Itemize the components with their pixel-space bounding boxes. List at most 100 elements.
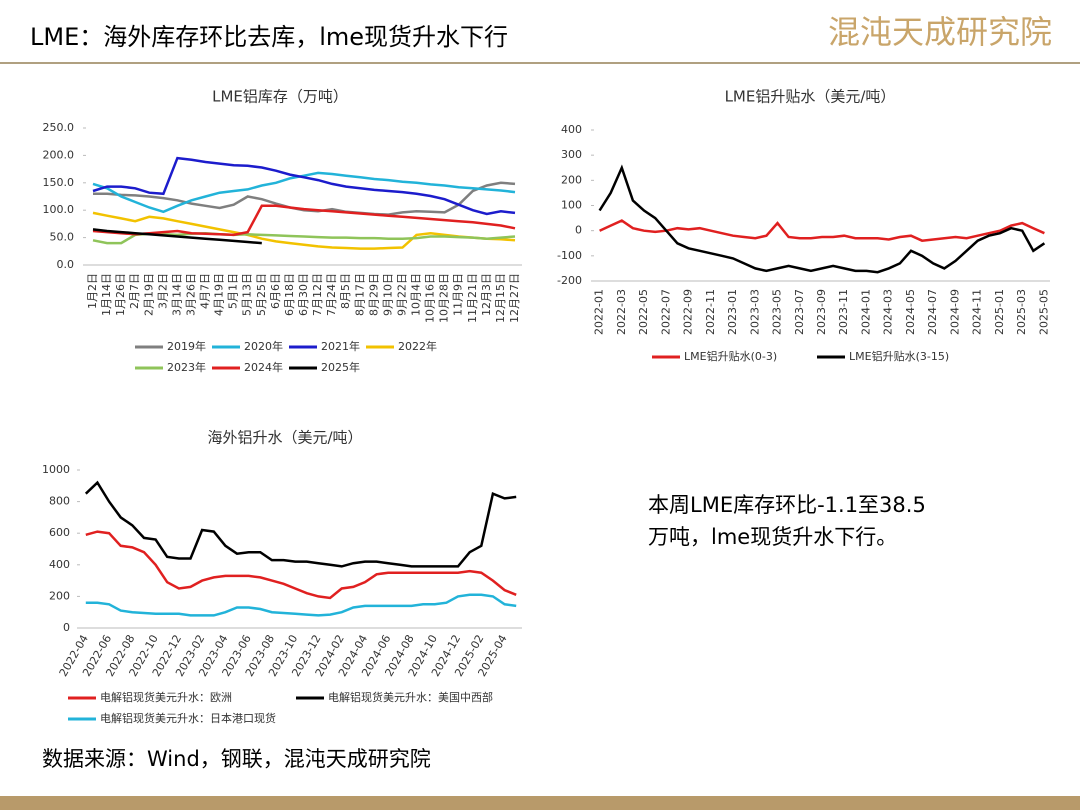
x-tick-label: 2025-05	[1037, 289, 1050, 335]
series-line	[599, 219, 1045, 242]
series-line	[92, 156, 516, 216]
series-line	[92, 204, 516, 237]
x-tick-label: 6月18日	[283, 273, 296, 316]
y-tick-label: 150.0	[43, 176, 75, 189]
legend-label: 电解铝现货美元升水：欧洲	[100, 690, 232, 704]
y-tick-label: 300	[561, 148, 582, 161]
x-tick-label: 8月29日	[367, 273, 380, 316]
y-tick-label: 0.0	[57, 258, 75, 271]
source: 数据来源：Wind，钢联，混沌天成研究院	[42, 747, 431, 771]
y-tick-label: 200	[561, 173, 582, 186]
x-tick-label: 12月3日	[480, 273, 493, 316]
x-tick-label: 2024-05	[904, 289, 917, 335]
legend-label: LME铝升贴水(0-3)	[684, 349, 777, 363]
x-tick-label: 6月30日	[297, 273, 310, 316]
series-line	[85, 593, 517, 617]
series-line	[92, 228, 262, 245]
y-tick-label: -200	[557, 274, 582, 287]
series-line	[85, 530, 517, 600]
x-tick-label: 4月19日	[213, 273, 226, 316]
series-line	[92, 171, 516, 214]
x-tick-label: 10月4日	[410, 273, 423, 316]
x-tick-label: 2022-03	[615, 289, 628, 335]
x-tick-label: 2月7日	[128, 273, 141, 309]
x-tick-label: 10月28日	[438, 273, 451, 323]
x-tick-label: 6月6日	[269, 273, 282, 309]
x-tick-label: 8月5日	[339, 273, 352, 309]
x-tick-label: 2022-07	[659, 289, 672, 335]
x-tick-label: 4月7日	[199, 273, 212, 309]
x-tick-label: 2025-03	[1015, 289, 1028, 335]
y-tick-label: 250.0	[43, 121, 75, 134]
series-line	[84, 480, 517, 568]
y-tick-label: 800	[49, 495, 70, 508]
x-tick-label: 7月12日	[311, 273, 324, 316]
legend-label: LME铝升贴水(3-15)	[849, 349, 949, 363]
y-tick-label: 600	[49, 526, 70, 539]
chart-title: LME铝升贴水（美元/吨）	[725, 88, 896, 106]
legend-label: 2022年	[398, 339, 437, 353]
x-tick-label: 3月26日	[184, 273, 197, 316]
x-tick-label: 2023-11	[837, 289, 850, 335]
x-tick-label: 2023-03	[748, 289, 761, 335]
legend-label: 2019年	[167, 339, 206, 353]
x-tick-label: 2025-01	[993, 289, 1006, 335]
legend-label: 2023年	[167, 360, 206, 374]
logo: 混沌天成研究院	[828, 13, 1052, 51]
legend-label: 2024年	[244, 360, 283, 374]
x-tick-label: 3月14日	[170, 273, 183, 316]
x-tick-label: 10月16日	[424, 273, 437, 323]
y-tick-label: 50.0	[50, 231, 75, 244]
x-tick-label: 7月24日	[325, 273, 338, 316]
footer-bar	[0, 796, 1080, 810]
x-tick-label: 2月19日	[142, 273, 155, 316]
x-tick-label: 9月22日	[395, 273, 408, 316]
y-tick-label: 0	[63, 621, 70, 634]
x-tick-label: 2023-09	[815, 289, 828, 335]
x-tick-label: 5月13日	[241, 273, 254, 316]
y-tick-label: -100	[557, 249, 582, 262]
series-line	[92, 211, 516, 250]
x-tick-label: 2023-01	[726, 289, 739, 335]
x-tick-label: 5月1日	[227, 273, 240, 309]
x-tick-label: 2022-09	[682, 289, 695, 335]
y-tick-label: 200.0	[43, 148, 75, 161]
y-tick-label: 400	[49, 558, 70, 571]
y-tick-label: 100	[561, 199, 582, 212]
x-tick-label: 1月26日	[114, 273, 127, 316]
slide-title: LME：海外库存环比去库，lme现货升水下行	[30, 23, 508, 51]
y-tick-label: 400	[561, 123, 582, 136]
x-tick-label: 8月17日	[353, 273, 366, 316]
legend-label: 2025年	[321, 360, 360, 374]
x-tick-label: 11月9日	[452, 273, 465, 316]
x-tick-label: 9月10日	[381, 273, 394, 316]
chart-title: 海外铝升水（美元/吨）	[207, 429, 362, 447]
y-tick-label: 200	[49, 589, 70, 602]
x-tick-label: 2024-03	[882, 289, 895, 335]
x-tick-label: 12月15日	[494, 273, 507, 323]
x-tick-label: 3月2日	[156, 273, 169, 309]
y-tick-label: 1000	[42, 463, 70, 476]
x-tick-label: 2024-11	[971, 289, 984, 335]
x-tick-label: 2022-11	[704, 289, 717, 335]
x-tick-label: 2023-07	[793, 289, 806, 335]
x-tick-label: 2022-05	[637, 289, 650, 335]
chart-title: LME铝库存（万吨）	[212, 88, 348, 106]
x-tick-label: 2024-07	[926, 289, 939, 335]
x-tick-label: 2024-01	[859, 289, 872, 335]
x-tick-label: 2024-09	[948, 289, 961, 335]
x-tick-label: 12月27日	[508, 273, 521, 323]
y-tick-label: 0	[575, 224, 582, 237]
x-tick-label: 5月25日	[255, 273, 268, 316]
x-tick-label: 2022-01	[593, 289, 606, 335]
x-tick-label: 11月21日	[466, 273, 479, 323]
legend-label: 电解铝现货美元升水：日本港口现货	[100, 711, 276, 725]
commentary: 本周LME库存环比-1.1至38.5 万吨，lme现货升水下行。	[648, 493, 926, 549]
legend-label: 2020年	[244, 339, 283, 353]
x-tick-label: 1月2日	[86, 273, 99, 309]
legend-label: 电解铝现货美元升水：美国中西部	[328, 690, 493, 704]
x-tick-label: 1月14日	[100, 273, 113, 316]
legend-label: 2021年	[321, 339, 360, 353]
